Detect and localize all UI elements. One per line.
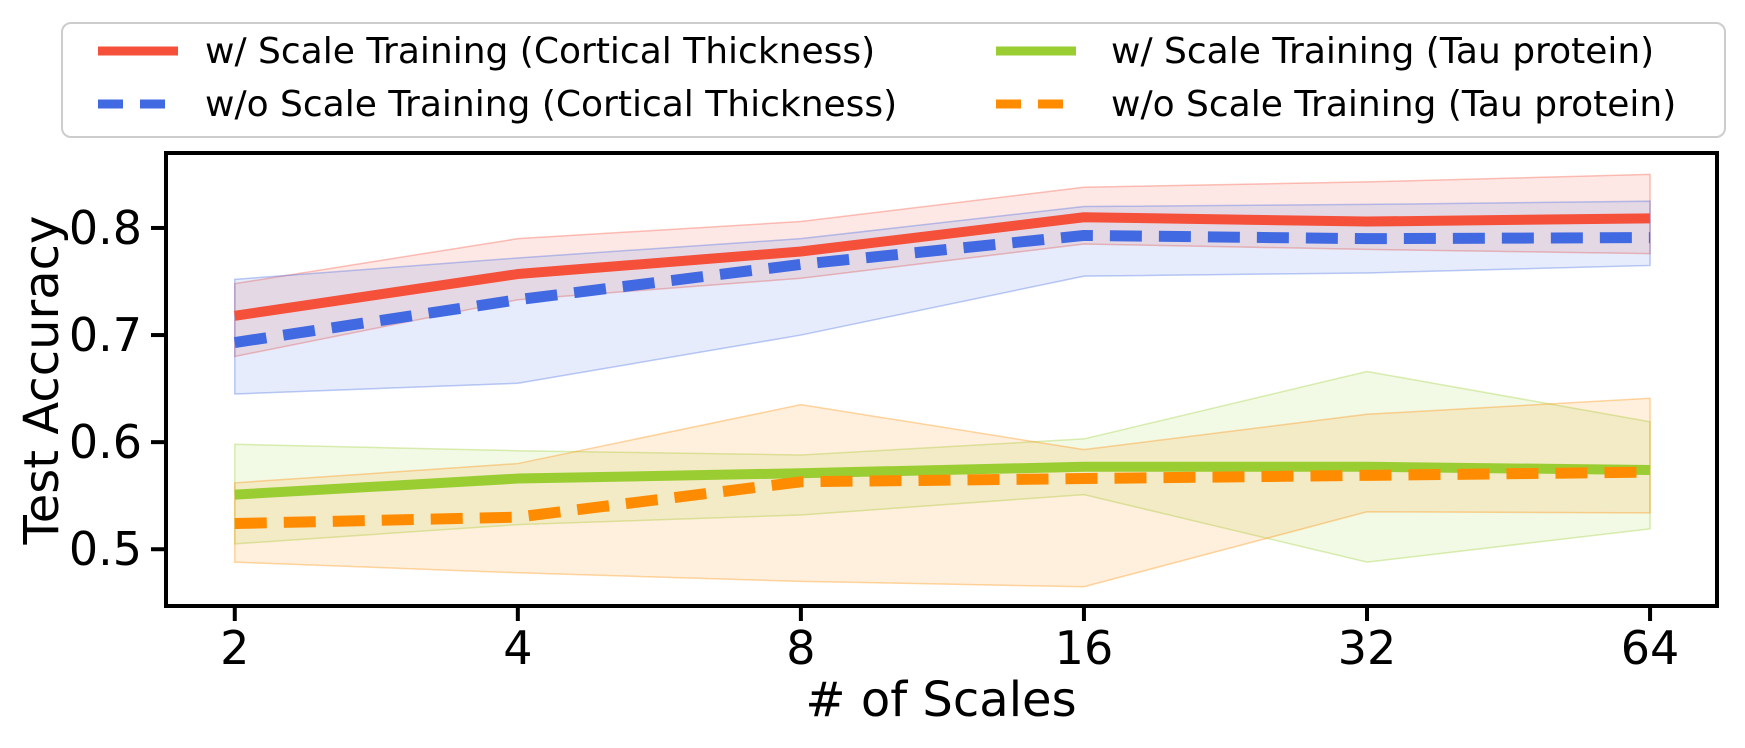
plot-frame <box>164 151 1719 608</box>
chart-generated-content: 2 4 8 16 32 64 0.5 0.6 0.7 0.8 w/ Scale Training (… <box>61 22 1726 675</box>
y-tick-label: 0.7 <box>69 308 142 362</box>
y-tick-label: 0.5 <box>69 522 142 576</box>
confidence-band-without-scale-training-cortical-thickness <box>234 200 1651 395</box>
legend-label-with-scale-training-cortical-thickness: w/ Scale Training (Cortical Thickness) <box>205 31 875 72</box>
series-line-without-scale-training-cortical-thickness <box>233 229 1651 348</box>
series-line-with-scale-training-tau-protein <box>234 461 1651 500</box>
x-tick-label: 4 <box>503 621 532 675</box>
series-line-with-scale-training-cortical-thickness <box>234 212 1651 321</box>
x-tick-label: 16 <box>1055 621 1114 675</box>
legend-label-without-scale-training-tau-protein: w/o Scale Training (Tau protein) <box>1111 84 1676 125</box>
x-tick-label: 8 <box>786 621 815 675</box>
x-tick-label: 32 <box>1338 621 1397 675</box>
legend-label-without-scale-training-cortical-thickness: w/o Scale Training (Cortical Thickness) <box>205 84 897 125</box>
x-tick-label: 64 <box>1621 621 1680 675</box>
confidence-band-without-scale-training-tau-protein <box>234 397 1651 588</box>
y-tick-label: 0.6 <box>69 415 142 469</box>
y-tick-label: 0.8 <box>69 201 142 255</box>
x-tick-label: 2 <box>220 621 249 675</box>
legend-label-with-scale-training-tau-protein: w/ Scale Training (Tau protein) <box>1111 31 1654 72</box>
series-line-without-scale-training-tau-protein <box>234 466 1651 530</box>
y-axis-label: Test Accuracy <box>14 216 70 546</box>
x-axis-label: # of Scales <box>805 672 1076 728</box>
legend-box <box>61 22 1726 138</box>
